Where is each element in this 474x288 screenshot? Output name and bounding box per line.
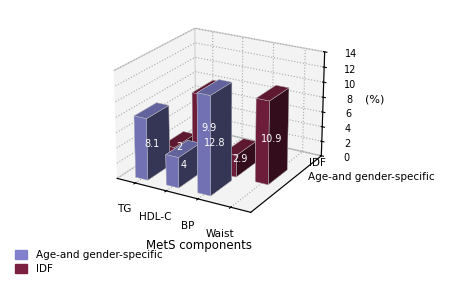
Text: MetS components: MetS components [146,239,252,252]
Legend: Age-and gender-specific, IDF: Age-and gender-specific, IDF [15,250,162,274]
